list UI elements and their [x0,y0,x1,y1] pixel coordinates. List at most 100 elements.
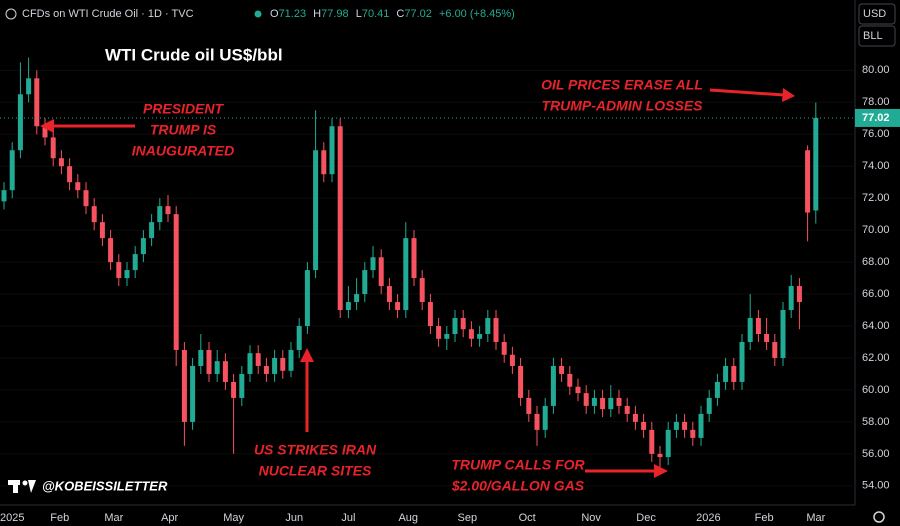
candle-body [34,78,40,127]
candle-body [1,190,7,202]
candle-body [436,326,442,339]
candle-body [247,353,253,374]
x-tick-label: Mar [104,512,123,524]
candle-body [116,262,122,279]
candle-body [58,158,64,167]
candle-body [17,94,23,151]
candle-body [280,357,286,371]
candle-body [50,137,56,159]
annotation: PRESIDENT [143,101,225,117]
candle-body [575,386,581,394]
candle-body [124,270,130,279]
annotation: NUCLEAR SITES [259,463,372,479]
candle-body [419,278,425,303]
x-tick-label: Sep [458,512,478,524]
candle-body [755,318,761,335]
candle-body [26,78,32,95]
candle-body [165,206,171,215]
candle-body [780,310,786,358]
tv-logo [8,480,36,493]
status-dot [254,10,262,18]
candle-body [591,397,597,406]
y-tick-label: 66.00 [862,288,890,300]
last-price-label: 77.02 [862,112,890,124]
candle-body [764,334,770,342]
candle-body [83,190,89,207]
currency-button[interactable] [858,3,896,25]
candle-body [477,334,483,339]
candle-body [682,421,688,430]
candle-body [239,373,245,398]
x-tick-label: May [223,512,244,524]
symbol-icon [5,8,17,20]
candle-body [444,334,450,339]
y-tick-label: 74.00 [862,160,890,172]
settings-icon[interactable] [873,511,885,523]
annotation: TRUMP-ADMIN LOSSES [542,98,704,114]
candle-body [485,318,491,335]
o-label: O [270,8,279,20]
x-tick-label: Apr [161,512,178,524]
x-tick-label: Mar [806,512,825,524]
candle-body [157,206,163,223]
y-tick-label: 78.00 [862,96,890,108]
annotation: TRUMP IS [150,122,217,138]
x-tick-label: Feb [755,512,774,524]
candle-body [411,238,417,279]
candle-body [673,421,679,430]
candle-body [190,365,196,422]
annotation: OIL PRICES ERASE ALL [541,77,703,93]
candle-body [739,341,745,382]
candle-body [231,381,237,398]
candle-body [788,286,794,311]
candle-body [731,365,737,382]
candle-body [108,238,114,263]
candle-body [222,361,228,382]
candle-body [304,270,310,327]
annotation: US STRIKES IRAN [254,442,377,458]
x-tick-label: Jul [341,512,355,524]
unit[interactable]: BLL [863,30,883,42]
annotation: INAUGURATED [132,143,234,159]
watermark: @KOBEISSILETTER [42,478,168,493]
x-tick-label: Oct [519,512,536,524]
candle-body [649,429,655,454]
candle-body [181,349,187,422]
plot [0,57,855,487]
x-tick-label: Nov [581,512,601,524]
candle-body [91,206,97,223]
h-label: H [313,8,321,20]
candle-body [706,397,712,414]
candle-body [362,270,368,295]
candle-body [288,349,294,371]
candle-body [665,429,671,458]
candle-body [518,365,524,398]
candle-body [386,286,392,303]
candle-body [641,421,647,430]
candle-body [378,257,384,287]
y-tick-label: 58.00 [862,416,890,428]
annotation: TRUMP CALLS FOR [451,457,585,473]
candle-body [354,294,360,303]
candle-body [468,329,474,339]
candle-body [173,214,179,350]
candle-body [805,150,811,213]
unit-button[interactable] [858,25,896,47]
o-value: 71.23 [279,8,307,20]
candle-body [272,357,278,374]
candle-body [75,182,81,191]
chart-title: WTI Crude oil US$/bbl [105,45,283,64]
candle-body [616,397,622,406]
candle-body [690,429,696,438]
candle-body [796,286,802,303]
candle-body [313,150,319,271]
currency[interactable]: USD [863,8,886,20]
candle-body [714,381,720,398]
x-tick-label: 2026 [696,512,720,524]
candle-body [747,318,753,342]
candle-body [542,405,548,430]
x-tick-label: 2025 [0,512,24,524]
candle-body [772,341,778,358]
candle-body [42,126,48,138]
y-tick-label: 76.00 [862,128,890,140]
